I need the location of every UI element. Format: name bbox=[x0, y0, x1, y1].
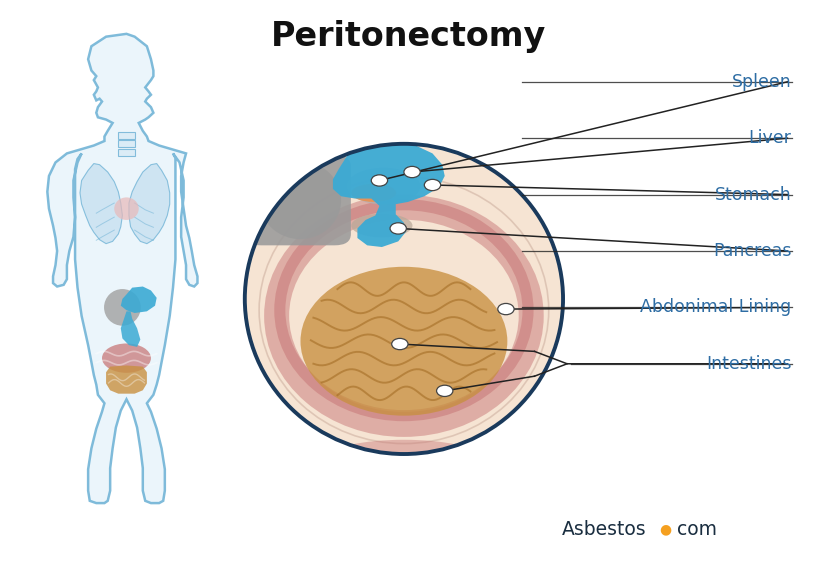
Text: Abdonimal Lining: Abdonimal Lining bbox=[641, 298, 792, 316]
Polygon shape bbox=[121, 311, 140, 347]
Ellipse shape bbox=[351, 184, 397, 202]
Polygon shape bbox=[129, 164, 170, 244]
Circle shape bbox=[390, 223, 406, 234]
Polygon shape bbox=[106, 365, 147, 394]
Text: Liver: Liver bbox=[748, 129, 792, 147]
Polygon shape bbox=[118, 132, 135, 139]
Ellipse shape bbox=[328, 440, 480, 474]
FancyBboxPatch shape bbox=[245, 155, 351, 245]
Text: Stomach: Stomach bbox=[715, 186, 792, 204]
Polygon shape bbox=[47, 34, 197, 503]
Circle shape bbox=[371, 175, 388, 186]
Ellipse shape bbox=[114, 197, 139, 220]
Text: Peritonectomy: Peritonectomy bbox=[270, 20, 546, 53]
Ellipse shape bbox=[245, 144, 563, 454]
Ellipse shape bbox=[102, 343, 151, 373]
Circle shape bbox=[392, 338, 408, 350]
Circle shape bbox=[437, 385, 453, 396]
Polygon shape bbox=[80, 164, 122, 244]
Text: Spleen: Spleen bbox=[732, 73, 792, 91]
Circle shape bbox=[404, 166, 420, 178]
Text: ●: ● bbox=[659, 522, 672, 536]
Ellipse shape bbox=[104, 289, 140, 326]
Polygon shape bbox=[118, 149, 135, 156]
Polygon shape bbox=[118, 140, 135, 147]
Text: Asbestos: Asbestos bbox=[561, 519, 646, 539]
Polygon shape bbox=[121, 287, 157, 313]
Ellipse shape bbox=[300, 267, 508, 416]
Ellipse shape bbox=[347, 168, 420, 205]
Ellipse shape bbox=[351, 214, 413, 237]
Polygon shape bbox=[333, 140, 445, 247]
Text: Pancreas: Pancreas bbox=[713, 242, 792, 260]
Circle shape bbox=[498, 303, 514, 315]
Text: Intestines: Intestines bbox=[706, 355, 792, 373]
Circle shape bbox=[424, 179, 441, 191]
Ellipse shape bbox=[259, 161, 341, 239]
Text: com: com bbox=[677, 519, 717, 539]
